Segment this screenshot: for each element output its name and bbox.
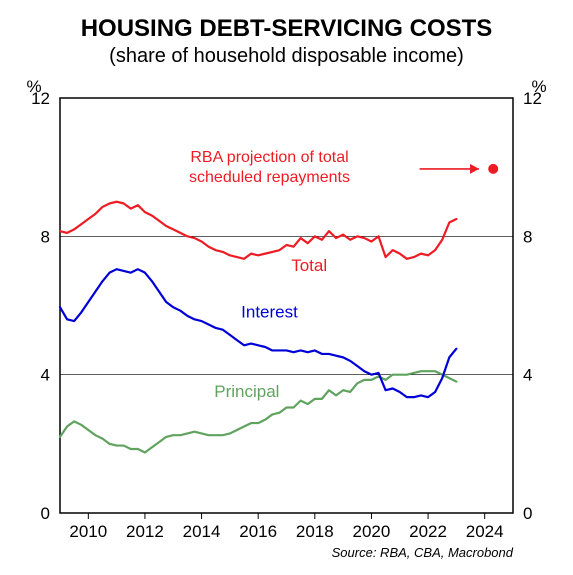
x-tick-label: 2022 bbox=[409, 522, 447, 541]
y-tick-right: 0 bbox=[523, 504, 532, 523]
chart-title: HOUSING DEBT-SERVICING COSTS bbox=[81, 15, 493, 42]
chart-svg: HOUSING DEBT-SERVICING COSTS (share of ho… bbox=[0, 0, 573, 575]
series-label-total: Total bbox=[291, 256, 327, 275]
series-label-principal: Principal bbox=[214, 382, 279, 401]
series-label-interest: Interest bbox=[241, 303, 298, 322]
source-text: Source: RBA, CBA, Macrobond bbox=[332, 545, 514, 560]
x-tick-label: 2024 bbox=[466, 522, 504, 541]
projection-label-1: RBA projection of total bbox=[190, 149, 348, 166]
y-tick-right: 4 bbox=[523, 366, 532, 385]
x-tick-label: 2018 bbox=[296, 522, 334, 541]
chart-subtitle: (share of household disposable income) bbox=[109, 45, 464, 67]
x-tick-label: 2010 bbox=[69, 522, 107, 541]
projection-point bbox=[488, 164, 498, 174]
x-tick-label: 2016 bbox=[239, 522, 277, 541]
chart-bg bbox=[0, 0, 573, 575]
x-tick-label: 2012 bbox=[126, 522, 164, 541]
y-tick-right: 8 bbox=[523, 227, 532, 246]
y-unit-right: % bbox=[531, 77, 546, 96]
y-tick-left: 0 bbox=[41, 504, 50, 523]
y-tick-left: 4 bbox=[41, 366, 50, 385]
x-tick-label: 2020 bbox=[353, 522, 391, 541]
projection-label-2: scheduled repayments bbox=[189, 169, 350, 186]
x-tick-label: 2014 bbox=[183, 522, 221, 541]
y-unit-left: % bbox=[26, 77, 41, 96]
y-tick-left: 8 bbox=[41, 227, 50, 246]
chart-container: HOUSING DEBT-SERVICING COSTS (share of ho… bbox=[0, 0, 573, 575]
